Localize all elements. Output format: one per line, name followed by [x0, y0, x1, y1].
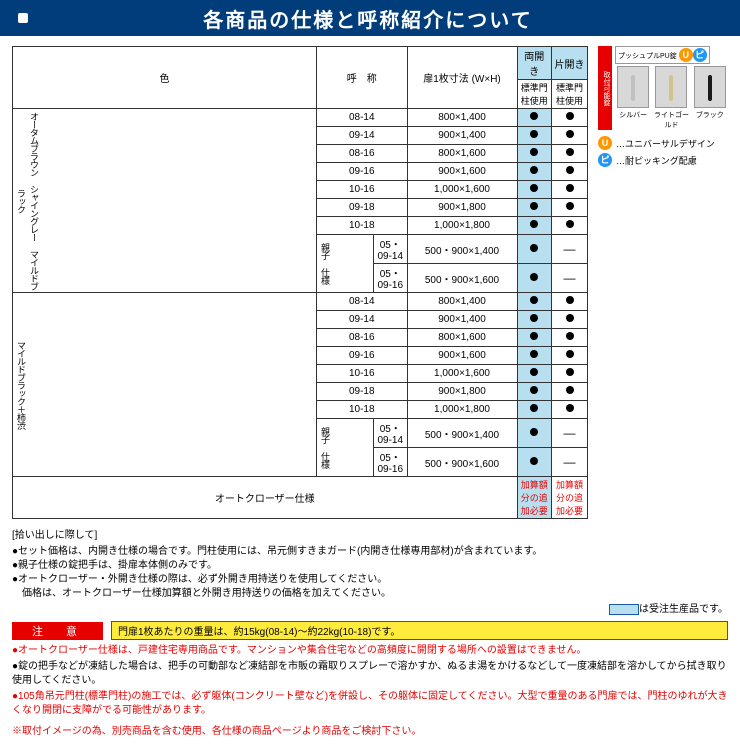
note-item: ●セット価格は、内開き仕様の場合です。門柱使用には、吊元側すきまガード(内開き仕… — [12, 545, 728, 559]
notes-title: [拾い出しに際して] — [12, 529, 728, 543]
legend-item: U…ユニバーサルデザイン — [598, 136, 728, 150]
note-item: ●オートクローザー・外開き仕様の際は、必ず外開き用持送りを使用してください。 価… — [12, 573, 728, 601]
header: 各商品の仕様と呼称紹介について — [0, 0, 740, 36]
swatch: ブラック — [692, 66, 728, 130]
th-std1: 標準門柱使用 — [517, 80, 552, 109]
th-name: 呼 称 — [317, 47, 408, 109]
warning-item: ●オートクローザー仕様は、戸建住宅専用商品です。マンションや集合住宅などの高頻度… — [12, 644, 728, 658]
th-color: 色 — [13, 47, 317, 109]
page-title: 各商品の仕様と呼称紹介について — [36, 4, 740, 33]
alert-label: 注 意 — [12, 622, 103, 640]
swatch: ライトゴールド — [653, 66, 689, 130]
legend-item: ピ…耐ピッキング配慮 — [598, 153, 728, 167]
th-size: 扉1枚寸法 (W×H) — [407, 47, 517, 109]
swatch: シルバー — [615, 66, 651, 130]
th-std2: 標準門柱使用 — [552, 80, 588, 109]
footer-note: ※取付イメージの為、別売商品を含む使用、各仕様の商品ページより商品をご検討下さい… — [12, 722, 728, 737]
alert-yellow: 門扉1枚あたりの重量は、約15kg(08-14)～約22kg(10-18)です。 — [111, 621, 728, 640]
warning-item: ●錠の把手などが凍結した場合は、把手の可動部など凍結部を市販の霜取りスプレーで溶… — [12, 660, 728, 688]
spec-table: 色 呼 称 扉1枚寸法 (W×H) 両開き 片開き 標準門柱使用 標準門柱使用 … — [12, 46, 588, 519]
notes-section: [拾い出しに際して] ●セット価格は、内開き仕様の場合です。門柱使用には、吊元側… — [12, 529, 728, 617]
receive-note: は受注生産品です。 — [12, 603, 728, 617]
note-item: ●親子仕様の錠把手は、掛扉本体側のみです。 — [12, 559, 728, 573]
attach-tag: 取付可能錠 — [598, 46, 612, 130]
side-panel: 取付可能錠 プッシュプルPU錠 Uピ シルバーライトゴールドブラック U…ユニバ… — [598, 46, 728, 519]
header-bullet — [18, 13, 28, 23]
warning-item: ●105角吊元門柱(標準門柱)の施工では、必ず躯体(コンクリート壁など)を併設し… — [12, 690, 728, 718]
th-single: 片開き — [552, 47, 588, 80]
pupu-label: プッシュプルPU錠 Uピ — [615, 46, 710, 64]
th-double: 両開き — [517, 47, 552, 80]
